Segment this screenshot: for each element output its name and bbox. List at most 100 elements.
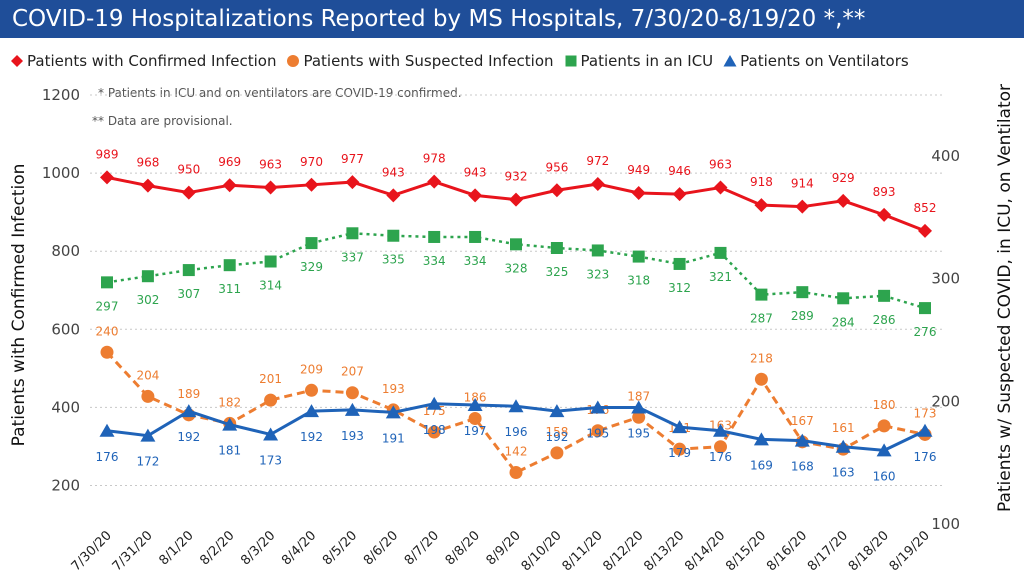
y-tick-label: 200 xyxy=(51,476,80,494)
legend-item-patients-in-an-icu: Patients in an ICU xyxy=(564,52,713,70)
data-label-patients-with-suspected-infection: 240 xyxy=(96,324,119,338)
data-label-patients-on-ventilators: 193 xyxy=(341,429,364,443)
x-tick-label: 8/6/20 xyxy=(361,528,401,568)
data-label-patients-with-confirmed-infection: 989 xyxy=(96,147,119,161)
data-point-patients-in-an-icu xyxy=(264,255,277,268)
data-label-patients-on-ventilators: 176 xyxy=(96,450,119,464)
data-label-patients-with-confirmed-infection: 949 xyxy=(627,163,650,177)
data-label-patients-with-confirmed-infection: 943 xyxy=(382,165,405,179)
data-point-patients-in-an-icu xyxy=(469,230,482,243)
y2-axis-title: Patients w/ Suspected COVID, in ICU, on … xyxy=(995,84,1015,512)
x-tick-label: 8/9/20 xyxy=(484,528,524,568)
data-point-patients-in-an-icu xyxy=(141,270,154,283)
data-label-patients-on-ventilators: 198 xyxy=(423,423,446,437)
y-tick-label: 600 xyxy=(51,320,80,338)
legend-label: Patients on Ventilators xyxy=(740,52,909,70)
chart-canvas: 200 400 600 800 1000 1200 100 200 300 400 Patients… xyxy=(9,84,1015,574)
y2-tick-label: 200 xyxy=(931,392,960,410)
data-label-patients-with-confirmed-infection: 914 xyxy=(791,177,814,191)
data-label-patients-on-ventilators: 192 xyxy=(177,430,200,444)
y-axis-title: Patients with Confirmed Infection xyxy=(9,164,29,447)
data-label-patients-in-an-icu: 328 xyxy=(505,261,528,275)
data-point-patients-on-ventilators xyxy=(304,404,319,418)
data-point-patients-with-suspected-infection xyxy=(509,465,523,479)
legend-square-icon xyxy=(565,55,577,67)
data-point-patients-with-confirmed-infection xyxy=(877,207,892,222)
data-label-patients-with-suspected-infection: 209 xyxy=(300,362,323,376)
data-label-patients-on-ventilators: 192 xyxy=(545,430,568,444)
data-point-patients-on-ventilators xyxy=(385,405,401,419)
data-label-patients-with-confirmed-infection: 929 xyxy=(832,171,855,185)
data-point-patients-with-suspected-infection xyxy=(100,345,114,359)
data-point-patients-on-ventilators xyxy=(222,417,238,431)
data-point-patients-with-confirmed-infection xyxy=(836,193,851,208)
data-point-patients-with-confirmed-infection xyxy=(509,192,523,207)
data-point-patients-on-ventilators xyxy=(631,400,647,414)
data-point-patients-in-an-icu xyxy=(182,264,195,277)
data-label-patients-with-suspected-infection: 142 xyxy=(505,444,528,458)
data-point-patients-in-an-icu xyxy=(878,289,891,302)
data-label-patients-with-confirmed-infection: 950 xyxy=(177,163,200,177)
y-tick-label: 1200 xyxy=(42,86,80,104)
data-label-patients-in-an-icu: 335 xyxy=(382,253,405,267)
data-label-patients-with-suspected-infection: 189 xyxy=(177,387,200,401)
data-label-patients-on-ventilators: 160 xyxy=(873,469,896,483)
data-point-patients-with-suspected-infection xyxy=(754,372,768,386)
x-tick-label: 8/12/20 xyxy=(600,528,646,574)
data-point-patients-with-confirmed-infection xyxy=(468,188,483,203)
data-label-patients-on-ventilators: 176 xyxy=(709,450,732,464)
legend-circle-icon xyxy=(287,55,300,67)
x-tick-label: 8/16/20 xyxy=(764,528,810,574)
data-point-patients-with-confirmed-infection xyxy=(222,178,237,193)
data-point-patients-with-confirmed-infection xyxy=(590,177,605,192)
data-label-patients-on-ventilators: 163 xyxy=(832,466,855,480)
data-label-patients-with-suspected-infection: 204 xyxy=(136,368,159,382)
data-point-patients-in-an-icu xyxy=(305,237,318,250)
data-label-patients-in-an-icu: 276 xyxy=(914,325,937,339)
data-point-patients-on-ventilators xyxy=(549,404,565,418)
data-point-patients-with-confirmed-infection xyxy=(631,186,646,201)
data-label-patients-in-an-icu: 311 xyxy=(218,282,241,296)
data-point-patients-in-an-icu xyxy=(101,276,113,289)
data-label-patients-on-ventilators: 195 xyxy=(627,426,650,440)
data-label-patients-with-confirmed-infection: 963 xyxy=(709,158,732,172)
x-tick-label: 8/15/20 xyxy=(723,528,769,574)
y2-tick-label: 400 xyxy=(931,147,960,165)
data-point-patients-with-confirmed-infection xyxy=(713,180,728,195)
data-point-patients-on-ventilators xyxy=(263,427,279,441)
data-label-patients-on-ventilators: 173 xyxy=(259,453,282,467)
legend-item-patients-on-ventilators: Patients on Ventilators xyxy=(723,52,909,70)
data-point-patients-in-an-icu xyxy=(632,250,645,263)
legend-label: Patients with Suspected Infection xyxy=(303,52,554,70)
data-label-patients-with-confirmed-infection: 977 xyxy=(341,152,364,166)
data-point-patients-with-confirmed-infection xyxy=(754,198,769,213)
x-tick-label: 8/1/20 xyxy=(156,528,196,568)
data-label-patients-with-suspected-infection: 193 xyxy=(382,382,405,396)
data-point-patients-on-ventilators xyxy=(917,423,933,437)
data-point-patients-with-confirmed-infection xyxy=(100,170,114,185)
data-point-patients-with-suspected-infection xyxy=(468,412,482,426)
data-point-patients-on-ventilators xyxy=(344,402,360,416)
data-label-patients-on-ventilators: 169 xyxy=(750,458,773,472)
legend-triangle-icon xyxy=(723,55,737,67)
data-point-patients-in-an-icu xyxy=(837,292,850,305)
data-point-patients-with-suspected-infection xyxy=(427,425,441,439)
legend-label: Patients with Confirmed Infection xyxy=(27,52,277,70)
data-label-patients-with-confirmed-infection: 852 xyxy=(914,201,937,215)
data-label-patients-with-suspected-infection: 218 xyxy=(750,351,773,365)
data-label-patients-with-suspected-infection: 167 xyxy=(791,414,814,428)
data-point-patients-with-confirmed-infection xyxy=(672,187,687,202)
data-point-patients-in-an-icu xyxy=(591,244,604,257)
data-label-patients-with-suspected-infection: 201 xyxy=(259,372,282,386)
data-label-patients-on-ventilators: 176 xyxy=(914,450,937,464)
data-label-patients-with-confirmed-infection: 978 xyxy=(423,152,446,166)
x-tick-label: 8/7/20 xyxy=(402,528,442,568)
data-point-patients-with-suspected-infection xyxy=(632,410,646,424)
data-point-patients-on-ventilators xyxy=(753,432,769,446)
data-label-patients-with-suspected-infection: 161 xyxy=(832,421,855,435)
data-point-patients-on-ventilators xyxy=(181,404,197,418)
data-label-patients-in-an-icu: 334 xyxy=(464,254,487,268)
data-point-patients-with-suspected-infection xyxy=(591,424,605,438)
legend-item-patients-with-confirmed-infection: Patients with Confirmed Infection xyxy=(10,52,276,70)
x-tick-label: 8/14/20 xyxy=(682,528,728,574)
